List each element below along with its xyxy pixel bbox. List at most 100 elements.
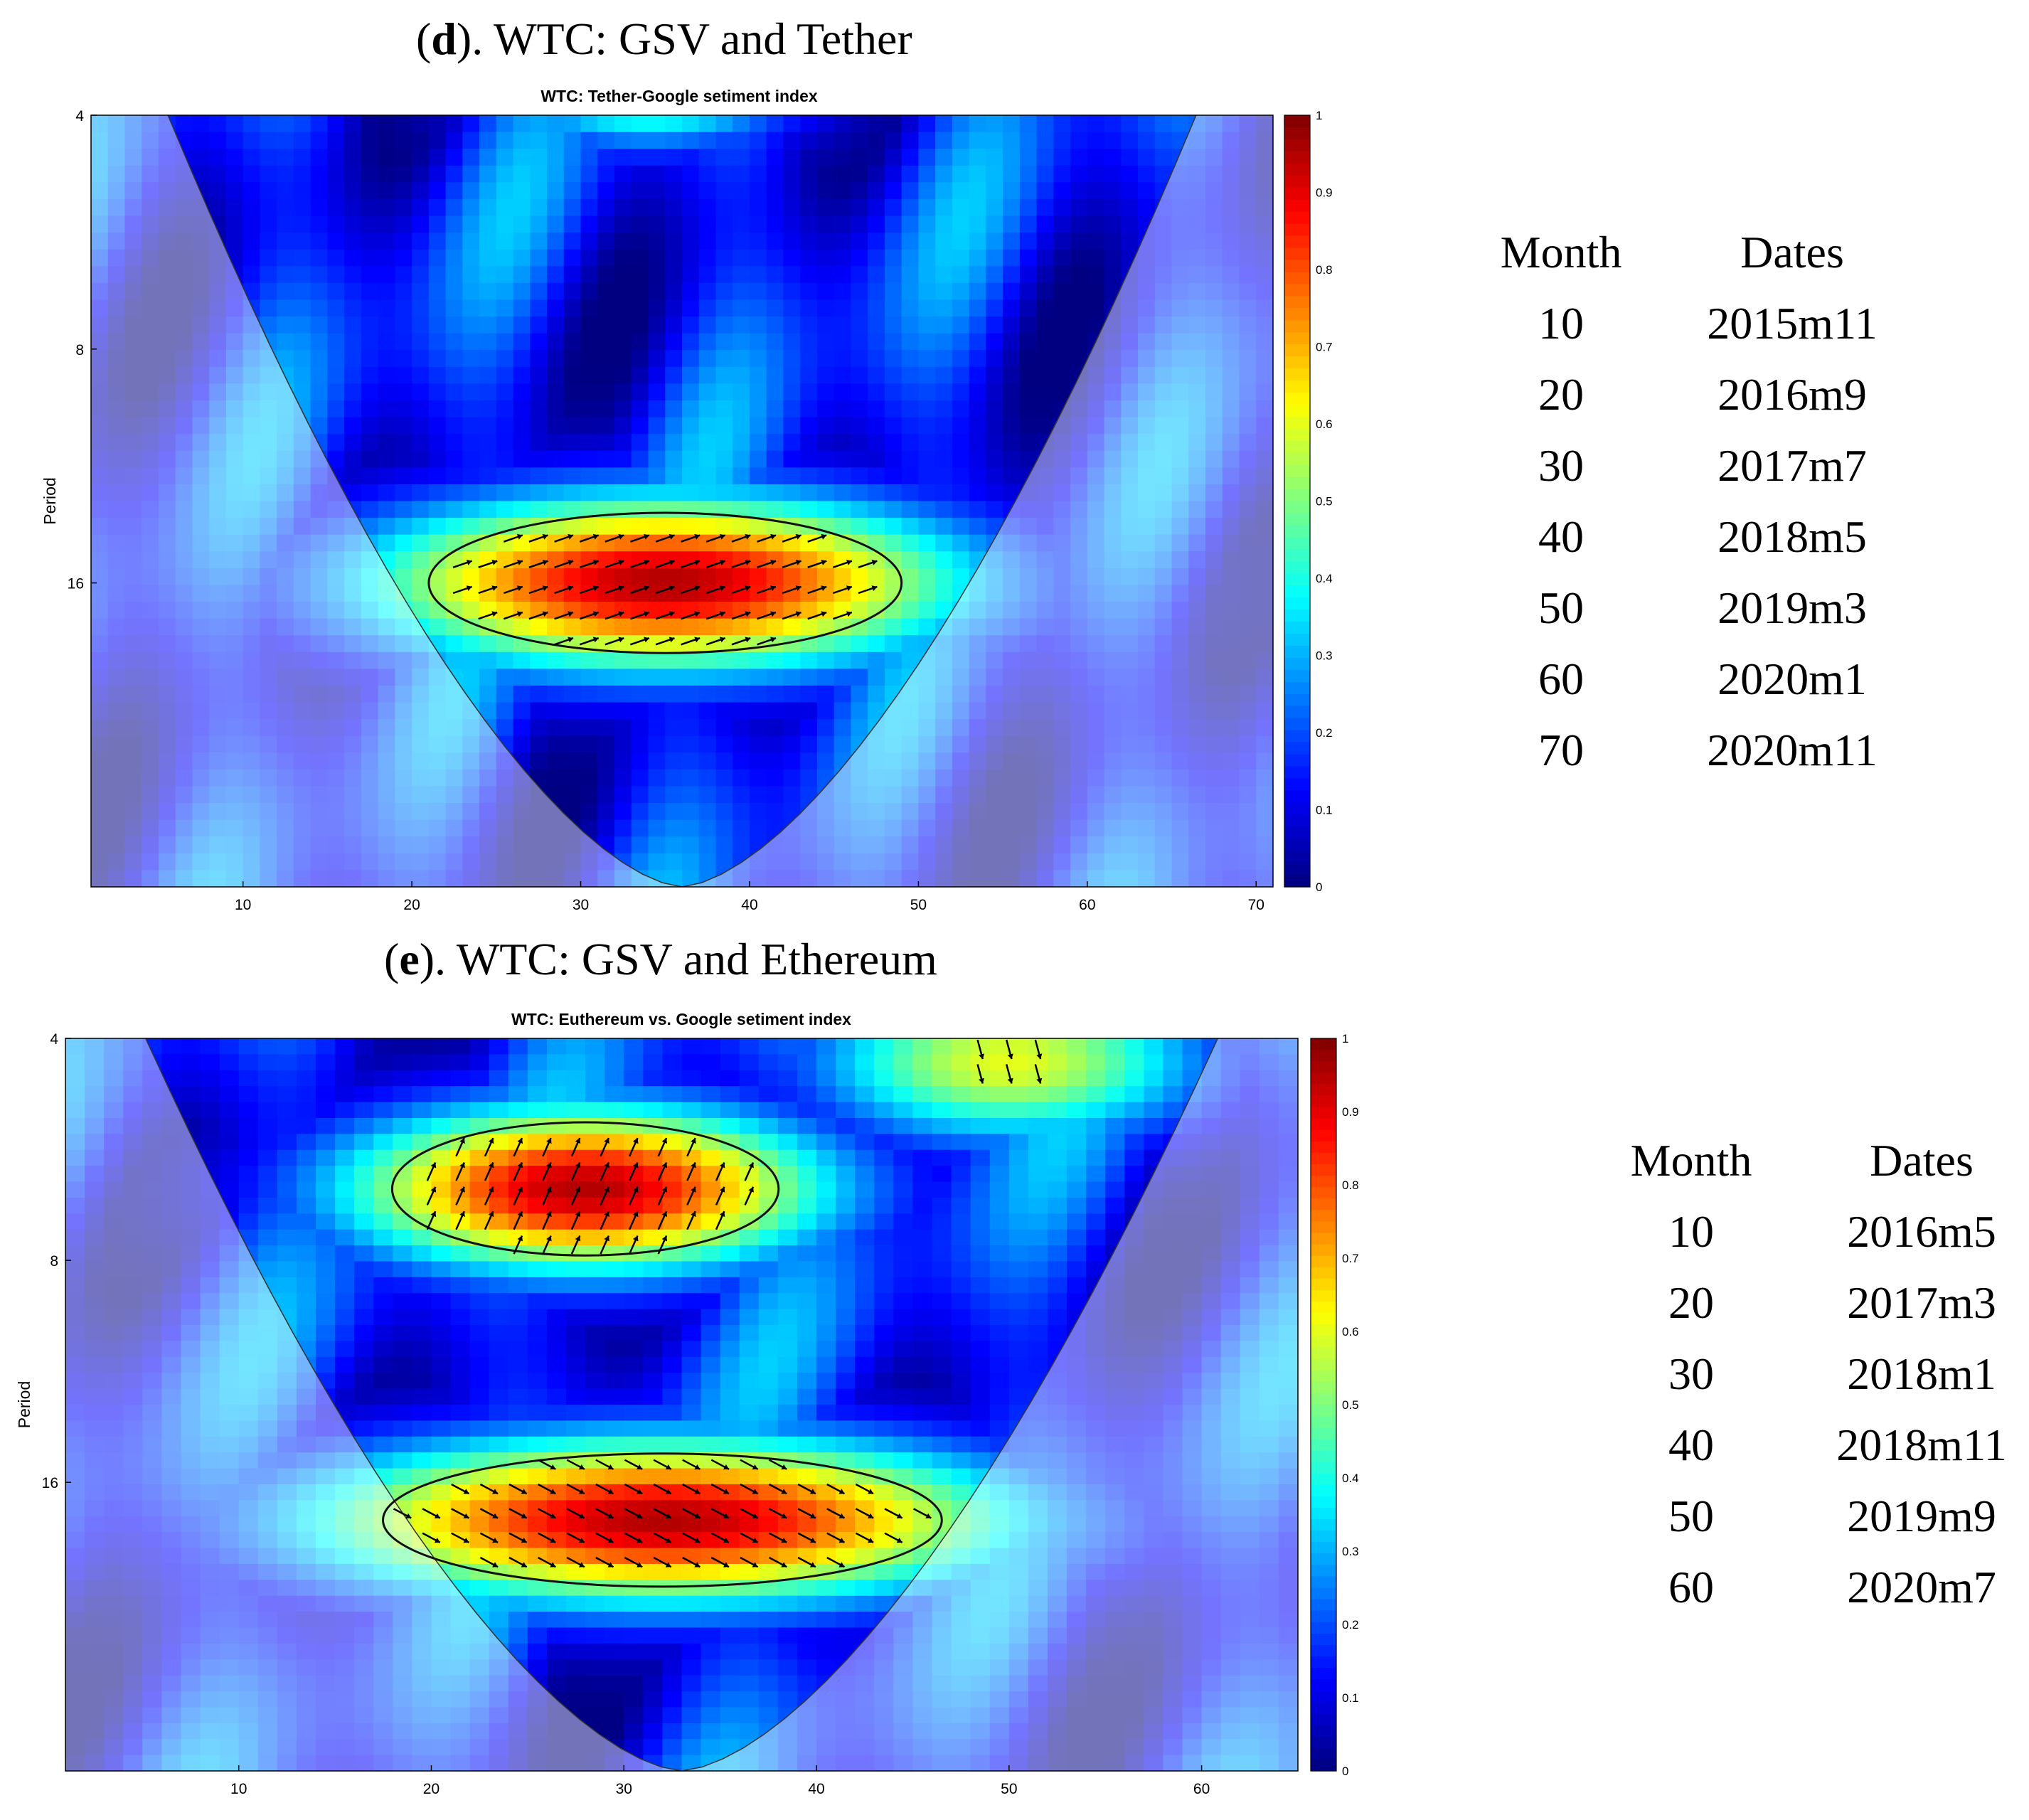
heatmap-cell [225, 233, 244, 250]
heatmap-cell [142, 602, 159, 619]
heatmap-cell [547, 702, 565, 720]
heatmap-cell [260, 132, 277, 149]
heatmap-cell [428, 266, 447, 284]
heatmap-cell [293, 618, 311, 636]
heatmap-cell [327, 182, 345, 200]
heatmap-cell [310, 602, 328, 619]
heatmap-cell [445, 316, 463, 334]
heatmap-cell [293, 602, 311, 619]
heatmap-cell [395, 484, 412, 502]
heatmap-cell [513, 233, 531, 250]
heatmap-cell [412, 316, 430, 334]
heatmap-cell [496, 282, 514, 301]
heatmap-cell [445, 233, 463, 250]
heatmap-cell [192, 669, 210, 686]
heatmap-cell [563, 182, 582, 200]
heatmap-cell [225, 215, 244, 233]
heatmap-cell [412, 551, 430, 569]
heatmap-cell [412, 635, 430, 653]
heatmap-cell [428, 215, 447, 233]
heatmap-cell [327, 434, 345, 452]
heatmap-cell [361, 233, 379, 250]
heatmap-cell [412, 518, 430, 536]
heatmap-cell [142, 366, 159, 384]
heatmap-cell [327, 769, 345, 787]
heatmap-cell [293, 149, 311, 166]
heatmap-cell [496, 651, 514, 669]
heatmap-cell [107, 233, 126, 250]
heatmap-cell [395, 266, 412, 284]
heatmap-cell [462, 735, 480, 753]
heatmap-cell [192, 350, 210, 368]
heatmap-cell [547, 685, 565, 703]
heatmap-cell [243, 366, 261, 384]
heatmap-cell [428, 702, 447, 720]
heatmap-cell [563, 735, 582, 753]
heatmap-cell [158, 132, 176, 149]
heatmap-cell [327, 702, 345, 720]
heatmap-cell [496, 669, 514, 686]
heatmap-cell [124, 651, 142, 669]
heatmap-cell [243, 266, 261, 284]
heatmap-cell [496, 417, 514, 435]
heatmap-cell [547, 769, 565, 787]
heatmap-cell [124, 115, 142, 133]
heatmap-cell [293, 417, 311, 435]
heatmap-cell [175, 752, 193, 770]
heatmap-cell [428, 417, 447, 435]
heatmap-cell [462, 417, 480, 435]
heatmap-cell [445, 501, 463, 518]
heatmap-cell [91, 719, 109, 737]
heatmap-cell [225, 132, 244, 149]
heatmap-cell [428, 870, 447, 887]
heatmap-cell [107, 551, 126, 569]
heatmap-cell [513, 333, 531, 351]
heatmap-cell [209, 165, 227, 183]
heatmap-cell [496, 467, 514, 485]
heatmap-cell [496, 165, 514, 183]
heatmap-cell [563, 417, 582, 435]
heatmap-cell [563, 215, 582, 233]
heatmap-cell [530, 115, 548, 133]
heatmap-cell [293, 685, 311, 703]
heatmap-cell [563, 719, 582, 737]
heatmap-cell [277, 685, 294, 703]
heatmap-cell [344, 602, 362, 619]
heatmap-cell [361, 719, 379, 737]
heatmap-cell [479, 769, 497, 787]
heatmap-cell [158, 518, 176, 536]
heatmap-cell [479, 434, 497, 452]
heatmap-cell [293, 786, 311, 804]
heatmap-cell [428, 182, 447, 200]
heatmap-cell [107, 182, 126, 200]
heatmap-cell [142, 568, 159, 586]
heatmap-cell [428, 602, 447, 619]
heatmap-cell [277, 702, 294, 720]
heatmap-cell [243, 115, 261, 133]
heatmap-cell [361, 585, 379, 602]
heatmap-cell [361, 769, 379, 787]
heatmap-cell [344, 651, 362, 669]
heatmap-cell [91, 685, 109, 703]
heatmap-cell [192, 870, 210, 887]
heatmap-cell [158, 752, 176, 770]
heatmap-cell [344, 149, 362, 166]
heatmap-cell [496, 534, 514, 552]
heatmap-cell [142, 115, 159, 133]
heatmap-cell [310, 853, 328, 871]
heatmap-cell [175, 719, 193, 737]
heatmap-cell [395, 350, 412, 368]
heatmap-cell [91, 350, 109, 368]
heatmap-cell [209, 383, 227, 401]
heatmap-cell [547, 568, 565, 586]
heatmap-cell [496, 115, 514, 133]
heatmap-cell [293, 198, 311, 217]
heatmap-cell [513, 266, 531, 284]
heatmap-cell [445, 853, 463, 871]
heatmap-cell [479, 752, 497, 770]
heatmap-cell [107, 434, 126, 452]
heatmap-cell [378, 669, 395, 686]
heatmap-cell [344, 836, 362, 854]
heatmap-cell [225, 568, 244, 586]
heatmap-cell [192, 115, 210, 133]
